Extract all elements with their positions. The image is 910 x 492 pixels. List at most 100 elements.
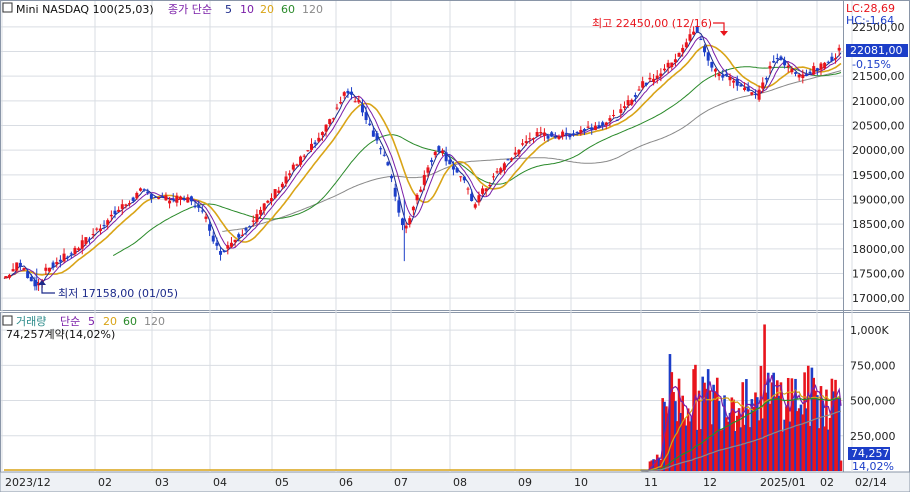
volume-bar — [726, 421, 730, 471]
price-y-tick-label: 19500,00 — [852, 169, 905, 182]
candle-body — [204, 216, 208, 219]
candle-body — [601, 122, 605, 126]
volume-bar — [761, 418, 765, 471]
candle-body — [673, 59, 677, 63]
volume-bar — [710, 424, 714, 471]
candle-body — [794, 72, 798, 74]
candle-body — [444, 152, 448, 162]
current-volume: 74,257 — [851, 447, 890, 460]
candle-body — [666, 62, 670, 68]
grid-layer — [1, 1, 853, 472]
candle-body — [364, 112, 368, 121]
candle-body — [69, 253, 73, 255]
ma120-line — [222, 70, 842, 232]
candle-body — [535, 132, 539, 137]
candle-body — [215, 242, 219, 246]
candle-body — [652, 78, 656, 82]
volume-bar — [666, 413, 670, 471]
volume-ma-lines — [640, 374, 842, 472]
candle-body — [350, 91, 354, 95]
price-y-tick-label: 21500,00 — [852, 70, 905, 83]
volume-bar — [805, 408, 808, 471]
candle-body — [149, 194, 153, 199]
volume-bar — [774, 396, 777, 471]
candle-body — [237, 234, 241, 238]
candle-body — [422, 174, 426, 185]
volume-bar — [708, 390, 712, 471]
volume-bar — [735, 415, 739, 471]
candle-body — [328, 119, 332, 125]
volume-bar — [772, 372, 775, 471]
candle-body — [419, 189, 423, 192]
volume-bar — [648, 461, 652, 471]
volume-bar — [779, 382, 783, 471]
candle-body — [390, 175, 394, 179]
candle-body — [291, 164, 295, 170]
ma20-line — [3, 44, 842, 280]
x-tick-label: 02/14 — [855, 476, 887, 489]
candle-body — [288, 173, 292, 176]
candle-body — [768, 65, 772, 69]
candle-body — [757, 89, 761, 100]
candle-body — [95, 228, 99, 230]
candle-body — [244, 228, 248, 231]
low-arrow-head — [38, 280, 46, 285]
price-ma-5: 5 — [225, 3, 232, 16]
candle-body — [783, 60, 787, 66]
candle-body — [7, 274, 11, 278]
volume-bar — [812, 377, 816, 471]
candle-body — [743, 87, 747, 90]
candle-body — [703, 46, 707, 53]
low-arrow — [41, 283, 55, 294]
volume-bar — [685, 425, 688, 471]
candle-body — [470, 193, 474, 202]
price-ma-60: 60 — [281, 3, 295, 16]
candle-body — [732, 80, 736, 83]
candle-body — [775, 58, 779, 60]
candle-body — [637, 89, 641, 91]
high-annotation: 최고 22450,00 (12/16) — [592, 17, 712, 30]
volume-bar — [814, 390, 817, 471]
candle-body — [117, 209, 121, 212]
candle-body — [491, 176, 495, 178]
candle-body — [37, 283, 41, 286]
volume-subtitle: 74,257계약(14,02%) — [6, 327, 115, 341]
candle-body — [168, 200, 172, 204]
candle-body — [22, 268, 26, 270]
volume-bar — [670, 372, 674, 471]
candle-body — [157, 197, 161, 199]
candle-body — [142, 189, 146, 191]
candle-body — [801, 74, 805, 79]
candle-body — [502, 163, 506, 170]
candle-body — [222, 250, 226, 253]
x-tick-label: 11 — [644, 476, 658, 489]
volume-bar — [750, 399, 754, 471]
x-tick-label: 02 — [820, 476, 834, 489]
price-candles — [4, 24, 841, 291]
candle-body — [397, 200, 401, 213]
price-y-tick-label: 21000,00 — [852, 95, 905, 108]
volume-bar — [770, 382, 774, 471]
candle-body — [455, 168, 459, 173]
price-y-tick-label: 18500,00 — [852, 218, 905, 231]
candle-body — [477, 195, 481, 203]
volume-bar — [705, 388, 708, 471]
volume-bar — [728, 412, 732, 471]
volume-bar — [828, 417, 832, 471]
candle-body — [357, 100, 361, 103]
candle-body — [393, 187, 397, 197]
ma10-line — [3, 36, 842, 281]
x-tick-label: 07 — [394, 476, 408, 489]
candle-body — [109, 214, 113, 217]
candle-body — [568, 133, 572, 138]
price-ma-10: 10 — [240, 3, 254, 16]
candle-body — [331, 118, 335, 120]
volume-bar — [797, 408, 801, 471]
price-ma-120: 120 — [302, 3, 323, 16]
candle-body — [615, 119, 619, 121]
volume-bar — [748, 427, 752, 471]
candle-body — [284, 176, 288, 184]
volume-bar — [746, 409, 750, 471]
volume-bar — [837, 398, 841, 471]
volume-bar — [768, 403, 772, 471]
